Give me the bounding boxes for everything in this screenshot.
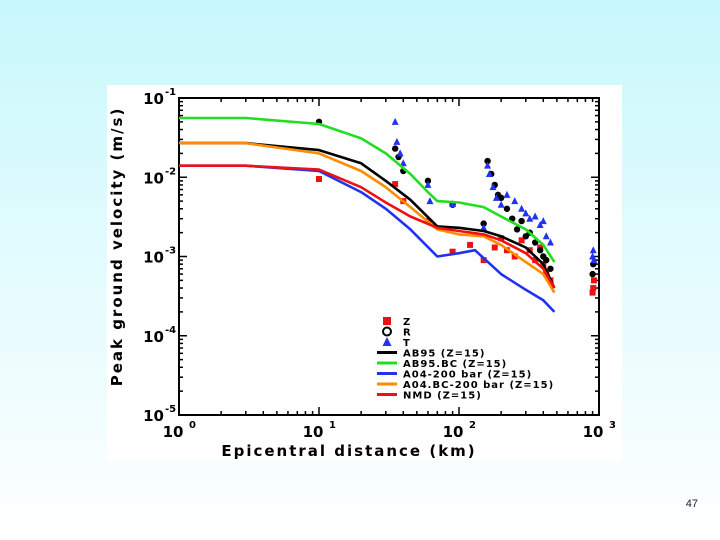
marker-t (590, 256, 598, 264)
marker-t (449, 199, 457, 207)
legend-label: NMD (Z=15) (403, 391, 482, 402)
marker-z (590, 285, 597, 292)
legend-label: R (403, 328, 412, 339)
marker-t (424, 180, 432, 188)
y-tick-label: 10 (143, 90, 164, 108)
marker-t (518, 204, 526, 212)
x-tick-exponent: 0 (189, 420, 196, 431)
marker-r (391, 145, 399, 152)
marker-t (391, 117, 399, 125)
marker-t (539, 217, 547, 225)
marker-t (522, 209, 530, 217)
marker-z (449, 248, 456, 255)
marker-r (589, 270, 596, 278)
marker-t (511, 197, 519, 205)
marker-t (484, 161, 492, 169)
legend-swatch-z (383, 317, 391, 325)
marker-z (589, 289, 596, 296)
marker-t (546, 238, 554, 246)
marker-t (531, 212, 539, 220)
marker-t (426, 197, 434, 205)
marker-z (316, 176, 322, 183)
marker-z (590, 277, 597, 284)
line-a04-bc-200-bar-z-15 (179, 141, 556, 294)
marker-t (536, 220, 544, 228)
marker-t (489, 183, 497, 191)
marker-t (526, 214, 534, 222)
marker-t (542, 232, 550, 240)
y-tick-exponent: -5 (165, 404, 176, 415)
chart-figure: 10 0 10 1 10 2 10 3 10 -5 10 -4 10 -3 10 -2 10 -1 Epicentr… (107, 85, 622, 461)
y-tick-exponent: -2 (165, 166, 176, 177)
marker-z (392, 181, 399, 188)
legend-label: A04-200 bar (Z=15) (403, 370, 532, 381)
marker-r (547, 265, 554, 272)
y-tick-label: 10 (143, 407, 164, 425)
y-tick-label: 10 (143, 328, 164, 346)
legend-label: AB95 (Z=15) (403, 349, 485, 360)
pgv-chart: 10 0 10 1 10 2 10 310 -510 -410 -310 -210 -1Epicentr… (108, 87, 616, 460)
marker-r (484, 157, 491, 165)
y-axis-title: Peak ground velocity (m/s) (108, 107, 126, 387)
y-tick-label: 10 (143, 249, 164, 267)
marker-r (518, 217, 525, 225)
legend-label: AB95.BC (Z=15) (403, 359, 507, 370)
marker-t (497, 200, 505, 208)
y-tick-exponent: -3 (165, 246, 176, 257)
marker-t (492, 193, 500, 201)
marker-z (480, 257, 487, 264)
marker-z (518, 237, 525, 244)
x-tick-exponent: 1 (329, 420, 336, 431)
marker-r (424, 177, 432, 185)
x-axis-title: Epicentral distance (km) (221, 442, 476, 460)
legend-swatch-r (382, 326, 392, 337)
x-tick-exponent: 3 (609, 420, 616, 431)
marker-r (536, 247, 544, 254)
marker-r (531, 239, 539, 246)
marker-r (480, 220, 487, 227)
line-nmd-z-15 (179, 164, 556, 289)
y-tick-exponent: -4 (165, 325, 176, 336)
marker-t (480, 223, 488, 231)
marker-t (393, 137, 401, 145)
marker-z (467, 241, 474, 248)
page-number: 47 (685, 498, 698, 510)
x-tick-exponent: 2 (469, 420, 476, 431)
marker-z (511, 253, 518, 260)
marker-z (491, 244, 498, 251)
marker-t (396, 149, 404, 157)
legend-label: A04.BC-200 bar (Z=15) (403, 380, 554, 391)
marker-r (503, 205, 511, 212)
legend-label: Z (403, 317, 411, 328)
marker-r (513, 226, 521, 233)
marker-r (497, 194, 505, 202)
marker-t (399, 159, 407, 167)
x-tick-label: 10 (443, 423, 464, 441)
legend-label: T (403, 338, 411, 349)
marker-r (543, 256, 550, 264)
x-tick-label: 10 (583, 423, 604, 441)
marker-t (503, 190, 511, 198)
y-tick-exponent: -1 (165, 87, 176, 98)
marker-z (498, 235, 505, 242)
x-tick-label: 10 (163, 423, 184, 441)
y-tick-label: 10 (143, 169, 164, 187)
line-ab95-bc-z-15 (179, 116, 556, 263)
marker-t (589, 246, 597, 254)
x-tick-label: 10 (303, 423, 324, 441)
legend-swatch-t (382, 337, 392, 346)
marker-t (485, 169, 493, 177)
